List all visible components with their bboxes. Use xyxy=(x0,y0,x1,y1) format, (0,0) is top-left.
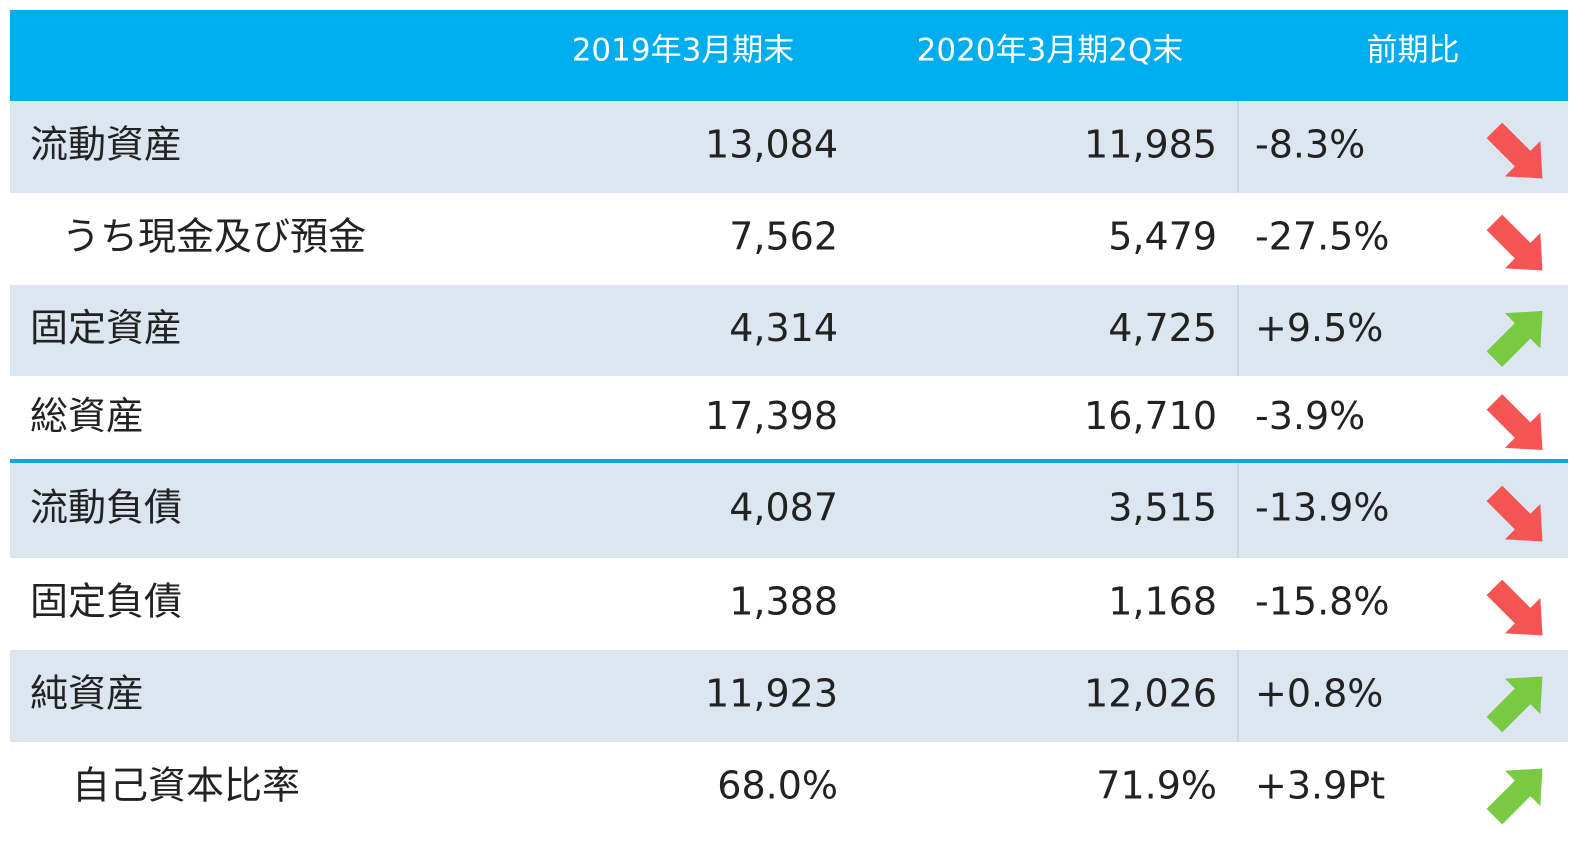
value-2020: 4,725 xyxy=(1108,306,1217,350)
arrow-up xyxy=(1486,311,1543,367)
change: -13.9% xyxy=(1255,486,1389,530)
section-divider xyxy=(10,459,1568,463)
row-label: 純資産 xyxy=(30,672,144,716)
value-2020: 1,168 xyxy=(1108,580,1217,624)
value-2020: 5,479 xyxy=(1108,215,1217,259)
row-label: 固定負債 xyxy=(30,580,182,624)
row-label: 総資産 xyxy=(30,394,144,438)
arrow-down xyxy=(1486,579,1543,636)
header-cell: 2019年3月期末 xyxy=(572,33,795,69)
row-bg xyxy=(10,101,1568,193)
change: -3.9% xyxy=(1255,394,1365,438)
change: -15.8% xyxy=(1255,580,1389,624)
header-cell: 前期比 xyxy=(1367,33,1460,69)
change: -27.5% xyxy=(1255,215,1389,259)
value-2019: 4,087 xyxy=(729,486,838,530)
arrow-up xyxy=(1486,676,1543,733)
arrow-down xyxy=(1486,214,1543,271)
value-2019: 68.0% xyxy=(717,764,838,808)
value-2020: 3,515 xyxy=(1108,486,1217,530)
arrow-down xyxy=(1486,394,1543,450)
value-2019: 17,398 xyxy=(705,394,838,438)
value-2019: 7,562 xyxy=(729,215,838,259)
value-2020: 71.9% xyxy=(1096,764,1217,808)
row-bg xyxy=(10,650,1568,742)
header-cell: 2020年3月期2Q末 xyxy=(917,33,1184,69)
change: +9.5% xyxy=(1255,306,1383,350)
value-2019: 4,314 xyxy=(729,306,838,350)
arrow-down xyxy=(1486,122,1543,179)
value-2019: 13,084 xyxy=(705,123,838,167)
arrow-down xyxy=(1486,485,1543,542)
arrow-up xyxy=(1486,768,1543,825)
row-bg xyxy=(10,285,1568,376)
row-label: 自己資本比率 xyxy=(72,764,300,808)
row-label: 流動資産 xyxy=(30,123,182,167)
header-bar xyxy=(10,10,1568,101)
change: -8.3% xyxy=(1255,123,1365,167)
row-label: 流動負債 xyxy=(30,486,182,530)
change: +0.8% xyxy=(1255,672,1383,716)
change: +3.9Pt xyxy=(1255,764,1385,808)
value-2019: 1,388 xyxy=(729,580,838,624)
row-label: うち現金及び預金 xyxy=(62,215,366,259)
value-2019: 11,923 xyxy=(705,672,838,716)
row-bg xyxy=(10,462,1568,558)
value-2020: 16,710 xyxy=(1084,394,1217,438)
row-label: 固定資産 xyxy=(30,306,182,350)
value-2020: 11,985 xyxy=(1084,123,1217,167)
value-2020: 12,026 xyxy=(1084,672,1217,716)
